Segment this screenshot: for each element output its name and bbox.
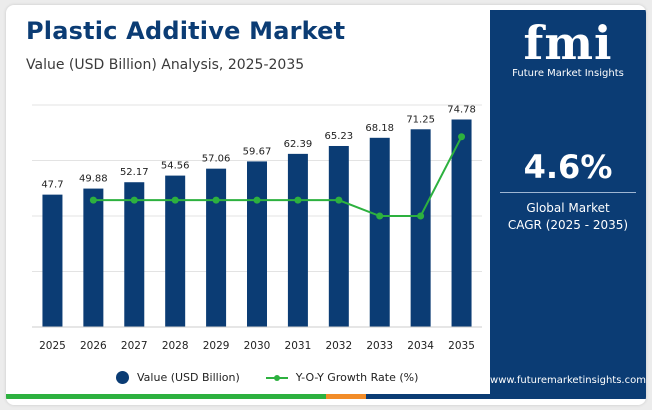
brand-logo: fmi Future Market Insights	[490, 20, 646, 79]
legend-label-growth: Y-O-Y Growth Rate (%)	[295, 371, 419, 384]
cagr-label-line2: CAGR (2025 - 2035)	[507, 218, 629, 232]
x-tick-2035: 2035	[448, 340, 475, 352]
growth-point-2026	[89, 196, 97, 204]
data-label-2035: 74.78	[447, 104, 476, 115]
growth-point-2034	[417, 212, 425, 220]
data-label-2034: 71.25	[406, 114, 435, 125]
data-label-2030: 59.67	[243, 146, 272, 157]
data-label-2025: 47.7	[41, 180, 63, 191]
x-tick-2032: 2032	[325, 340, 352, 352]
growth-point-2035	[458, 133, 466, 141]
bar-2032	[328, 145, 349, 327]
growth-point-2032	[335, 196, 343, 204]
x-tick-2034: 2034	[407, 340, 434, 352]
bar-2026	[83, 188, 104, 327]
cagr-label-line1: Global Market	[526, 201, 610, 215]
legend-label-value: Value (USD Billion)	[137, 371, 240, 384]
logo-text: Future Market Insights	[512, 68, 624, 79]
bar-2031	[287, 153, 308, 327]
legend-bar-swatch	[116, 371, 129, 384]
data-label-2031: 62.39	[284, 139, 313, 150]
chart-subtitle: Value (USD Billion) Analysis, 2025-2035	[26, 57, 305, 73]
chart-legend: Value (USD Billion) Y-O-Y Growth Rate (%…	[116, 371, 444, 384]
growth-point-2030	[253, 196, 261, 204]
bar-2029	[206, 168, 227, 327]
data-label-2032: 65.23	[324, 131, 353, 142]
x-tick-2026: 2026	[80, 340, 107, 352]
insight-panel: fmi Future Market Insights 4.6% Global M…	[490, 10, 646, 394]
accent-segment-orange	[326, 394, 366, 399]
accent-segment-blue	[366, 394, 646, 399]
bar-2033	[369, 137, 390, 327]
data-label-2028: 54.56	[161, 161, 190, 172]
x-tick-2027: 2027	[121, 340, 148, 352]
bar-line-chart: 47.7 2025 49.88 2026 52.17 2027 54.56 2028 57.06…	[32, 104, 482, 352]
accent-segment-green	[6, 394, 326, 399]
growth-point-2029	[212, 196, 220, 204]
bar-2030	[247, 161, 267, 327]
x-tick-2030: 2030	[244, 340, 271, 352]
chart-card: Plastic Additive Market Value (USD Billi…	[6, 5, 646, 405]
logo-mark: fmi	[523, 16, 613, 70]
legend-line-swatch	[265, 373, 288, 383]
bottom-accent-bar	[6, 394, 646, 399]
bar-2025	[42, 194, 63, 327]
data-label-2033: 68.18	[365, 123, 394, 134]
data-label-2027: 52.17	[120, 167, 149, 178]
bar-2035	[451, 119, 472, 327]
x-tick-2029: 2029	[203, 340, 230, 352]
bar-2028	[165, 175, 186, 327]
x-tick-2028: 2028	[162, 340, 189, 352]
chart-title: Plastic Additive Market	[26, 17, 346, 45]
data-label-2026: 49.88	[79, 174, 108, 185]
x-tick-2025: 2025	[39, 340, 66, 352]
x-tick-2033: 2033	[366, 340, 393, 352]
growth-point-2027	[130, 196, 138, 204]
data-label-2029: 57.06	[202, 154, 231, 165]
legend-item-growth: Y-O-Y Growth Rate (%)	[265, 371, 419, 384]
growth-point-2031	[294, 196, 302, 204]
growth-line	[93, 136, 463, 217]
growth-point-2028	[171, 196, 179, 204]
cagr-value: 4.6%	[523, 148, 613, 186]
cagr-label: Global Market CAGR (2025 - 2035)	[490, 200, 646, 234]
website-link[interactable]: www.futuremarketinsights.com	[490, 375, 646, 386]
x-tick-2031: 2031	[285, 340, 312, 352]
cagr-divider	[500, 192, 636, 193]
legend-item-value: Value (USD Billion)	[116, 371, 240, 384]
bar-2034	[410, 129, 431, 327]
growth-point-2033	[376, 212, 384, 220]
bar-2027	[124, 182, 145, 327]
